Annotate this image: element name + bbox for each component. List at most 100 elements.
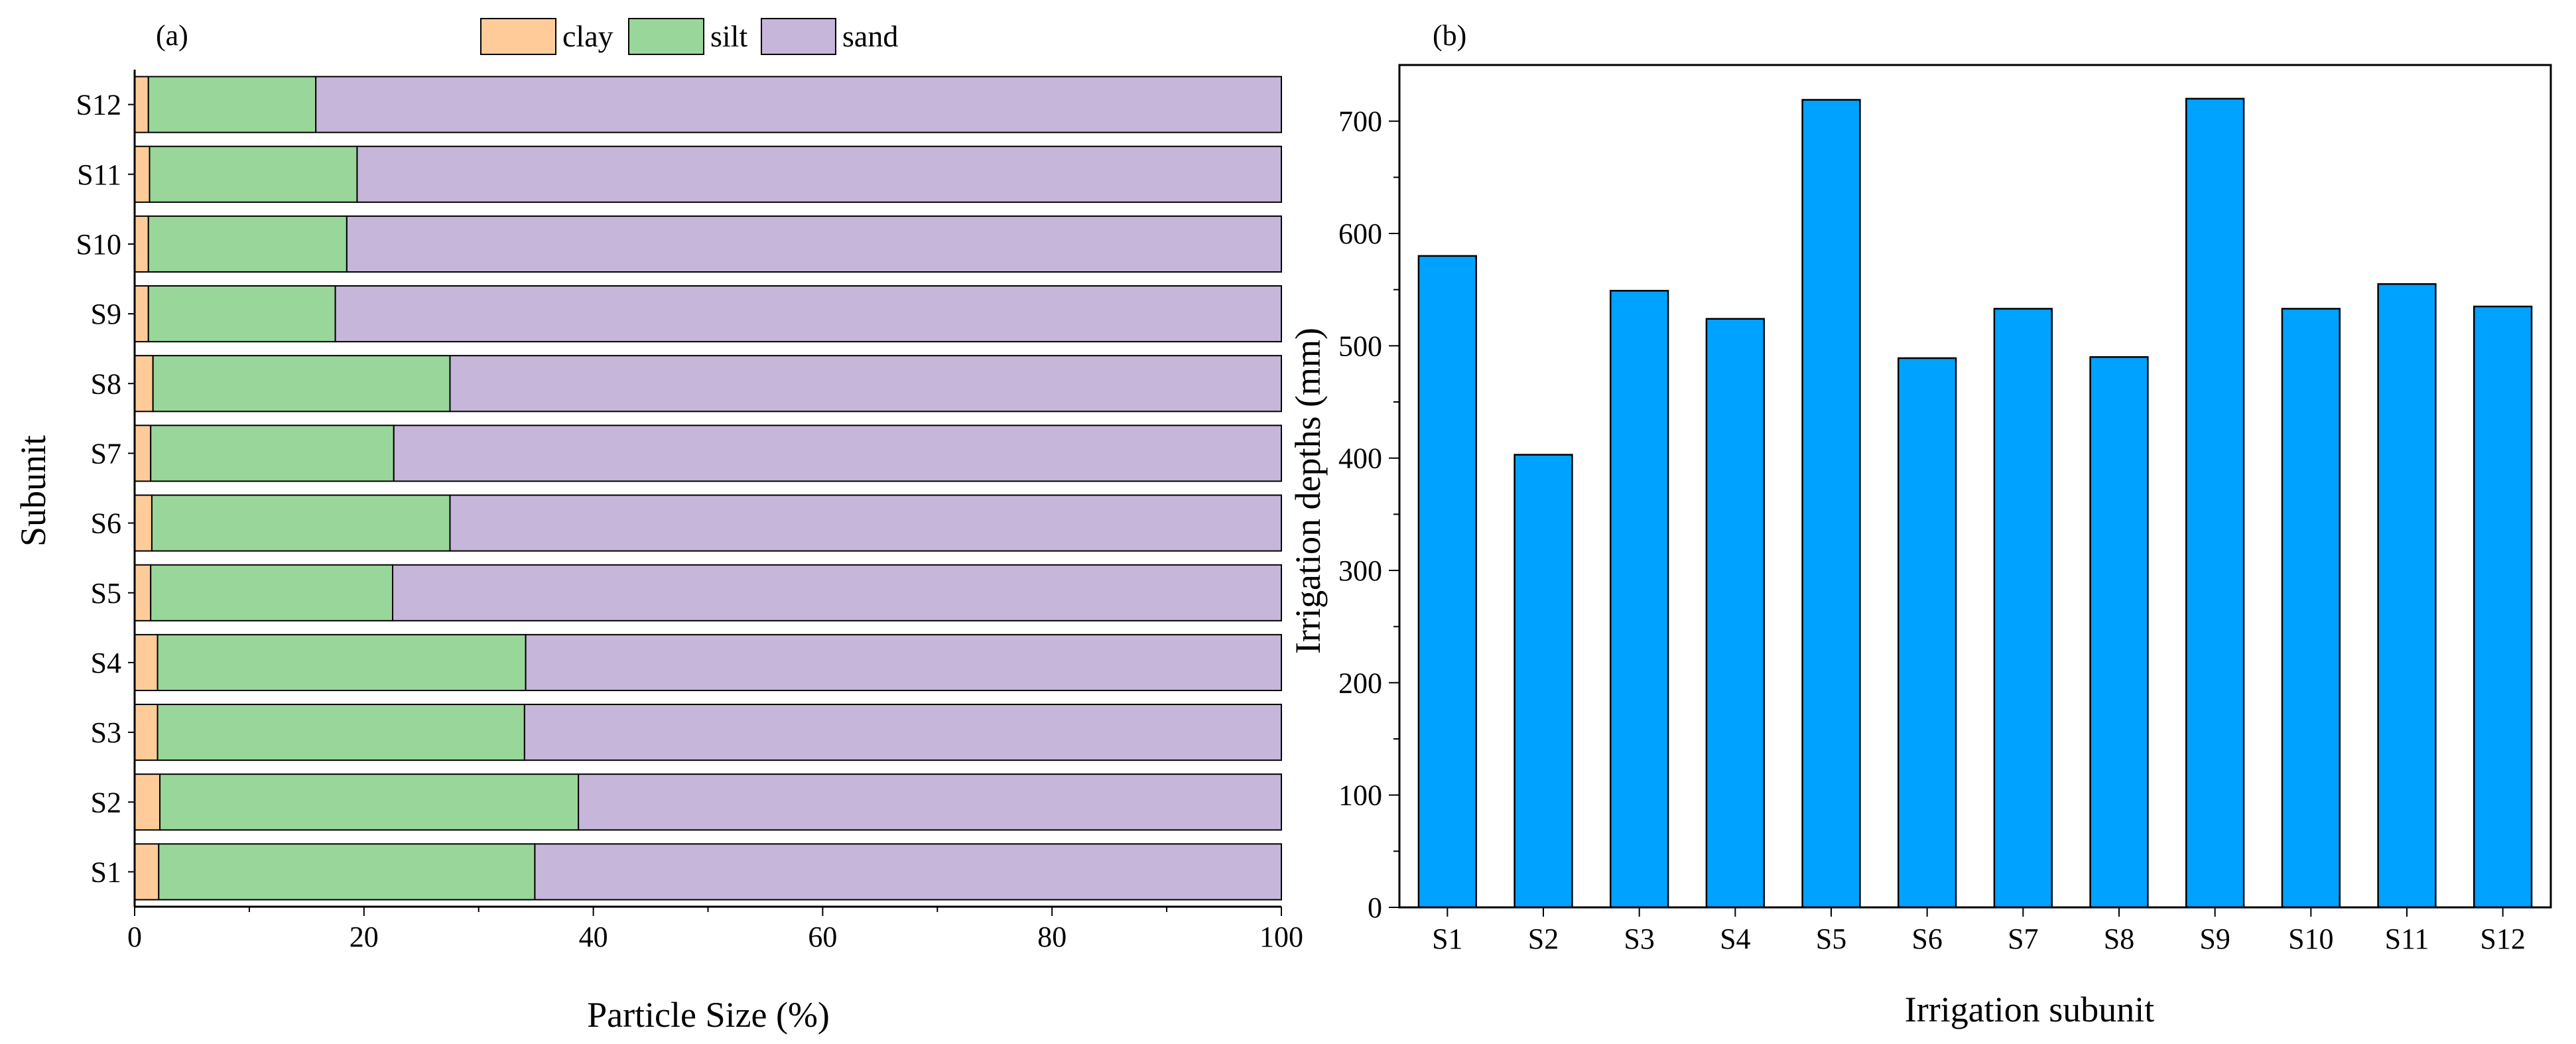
bar-sand-s9 bbox=[334, 285, 1283, 343]
panel-a-y-tick-label: S9 bbox=[91, 298, 121, 330]
bar-sand-s2 bbox=[578, 773, 1282, 831]
panel-b-x-tick-label: S4 bbox=[1720, 923, 1750, 955]
bar-s12 bbox=[2473, 305, 2533, 909]
bar-clay-s8 bbox=[134, 355, 154, 413]
panel-b-y-tick-label: 600 bbox=[1338, 218, 1382, 250]
panel-a-y-tick-label: S7 bbox=[91, 437, 121, 470]
bar-sand-s6 bbox=[449, 494, 1282, 552]
bar-silt-s5 bbox=[150, 564, 394, 621]
bar-clay-s3 bbox=[134, 704, 159, 761]
panel-a-legend: clay silt sand bbox=[480, 18, 898, 55]
panel-a-stacked-bar-chart: (a) clay silt sand S1S2S3S4S5S6S7S8S9S10S1… bbox=[13, 18, 1303, 1035]
panel-b-x-tick-label: S11 bbox=[2385, 923, 2429, 955]
panel-a-y-tick-label: S12 bbox=[76, 89, 121, 121]
bar-sand-s1 bbox=[534, 843, 1282, 901]
bar-clay-s2 bbox=[134, 773, 161, 831]
legend-swatch-sand bbox=[761, 18, 836, 55]
panel-b-y-tick-label: 300 bbox=[1338, 555, 1382, 587]
panel-a-x-tick-label: 80 bbox=[1037, 921, 1066, 953]
bar-clay-s4 bbox=[134, 633, 159, 691]
panel-b-y-axis-title: Irrigation depths (mm) bbox=[1288, 328, 1328, 654]
bar-clay-s12 bbox=[134, 76, 149, 133]
panel-b-x-tick-label: S3 bbox=[1624, 923, 1654, 955]
bar-clay-s10 bbox=[134, 215, 149, 273]
bar-clay-s1 bbox=[134, 843, 160, 901]
panel-b-bars bbox=[1417, 98, 2533, 909]
panel-b-x-tick-label: S2 bbox=[1528, 923, 1559, 955]
bar-s9 bbox=[2185, 98, 2245, 909]
bar-sand-s12 bbox=[315, 76, 1282, 133]
panel-a-y-tick-label: S10 bbox=[76, 228, 121, 261]
bar-sand-s4 bbox=[525, 633, 1282, 691]
panel-a-x-tick-label: 0 bbox=[127, 921, 142, 953]
panel-b-x-tick-label: S9 bbox=[2199, 923, 2230, 955]
panel-b-axes: S1 S2 S3 S4 S5 S6 S7 S8 S9 S10 S11 S12 0 100 200 300 400… bbox=[1338, 64, 2552, 955]
panel-b-x-tick-label: S1 bbox=[1432, 923, 1462, 955]
panel-b-y-tick-label: 100 bbox=[1338, 779, 1382, 812]
panel-b-y-tick-label: 700 bbox=[1338, 105, 1382, 138]
bar-silt-s1 bbox=[158, 843, 536, 901]
bar-s8 bbox=[2089, 356, 2149, 909]
bar-s5 bbox=[1801, 99, 1861, 909]
panel-b-x-tick-label: S10 bbox=[2288, 923, 2333, 955]
panel-a-y-tick-label: S11 bbox=[77, 159, 121, 191]
bar-silt-s8 bbox=[152, 355, 451, 413]
panel-a-axes: S1 S2 S3 S4 S5 S6 S7 S8 S9 S10 S11 S12 0 20 40 60 80 100 bbox=[76, 70, 1303, 953]
panel-b-x-tick-label: S6 bbox=[1911, 923, 1942, 955]
panel-a-x-tick-label: 40 bbox=[579, 921, 608, 953]
bar-clay-s9 bbox=[134, 285, 149, 343]
bar-s10 bbox=[2281, 308, 2341, 909]
bar-silt-s2 bbox=[159, 773, 580, 831]
bar-sand-s10 bbox=[346, 215, 1282, 273]
bar-s4 bbox=[1705, 318, 1765, 909]
bar-s1 bbox=[1417, 255, 1477, 909]
legend-label-sand: sand bbox=[842, 19, 898, 53]
panel-a-bars bbox=[134, 76, 1283, 901]
panel-a-x-tick-label: 100 bbox=[1259, 921, 1303, 953]
bar-sand-s5 bbox=[392, 564, 1282, 621]
panel-b-y-tick-label: 400 bbox=[1338, 442, 1382, 475]
bar-clay-s6 bbox=[134, 494, 153, 552]
panel-b-y-tick-label: 500 bbox=[1338, 330, 1382, 362]
bar-clay-s7 bbox=[134, 424, 152, 482]
bar-s3 bbox=[1610, 290, 1669, 909]
bar-sand-s7 bbox=[393, 424, 1282, 482]
panel-a-y-tick-label: S4 bbox=[91, 647, 121, 679]
panel-a-y-tick-label: S6 bbox=[91, 507, 121, 540]
bar-sand-s3 bbox=[523, 704, 1282, 761]
bar-silt-s3 bbox=[157, 704, 525, 761]
panel-b-x-axis-title: Irrigation subunit bbox=[1905, 990, 2154, 1029]
panel-b-bar-chart: (b) S1 S2 S3 S4 S5 S6 S7 S8 S9 S10 S11 S12 0 100 200 30… bbox=[1288, 19, 2552, 1029]
legend-label-clay: clay bbox=[562, 19, 613, 53]
panel-a-x-tick-label: 20 bbox=[350, 921, 379, 953]
bar-s6 bbox=[1898, 357, 1957, 909]
legend-swatch-clay bbox=[480, 18, 556, 55]
bar-s2 bbox=[1513, 454, 1573, 909]
bar-silt-s11 bbox=[149, 145, 358, 203]
bar-clay-s11 bbox=[134, 145, 151, 203]
panel-b-frame bbox=[1398, 64, 2552, 909]
bar-silt-s7 bbox=[150, 424, 395, 482]
bar-s7 bbox=[1993, 308, 2053, 909]
panel-b-x-tick-label: S7 bbox=[2008, 923, 2038, 955]
bar-s11 bbox=[2377, 283, 2437, 909]
panel-a-y-tick-label: S1 bbox=[91, 856, 121, 888]
bar-silt-s9 bbox=[147, 285, 336, 343]
bar-clay-s5 bbox=[134, 564, 152, 621]
bar-sand-s11 bbox=[356, 145, 1282, 203]
panel-a-x-axis-title: Particle Size (%) bbox=[587, 995, 830, 1035]
panel-b-y-tick-label: 200 bbox=[1338, 667, 1382, 699]
panel-a-y-axis-title: Subunit bbox=[13, 435, 53, 547]
legend-label-silt: silt bbox=[710, 19, 747, 53]
bar-sand-s8 bbox=[449, 355, 1282, 413]
panel-b-x-tick-label: S5 bbox=[1816, 923, 1846, 955]
panel-b-x-tick-label: S12 bbox=[2480, 923, 2525, 955]
panel-a-y-tick-label: S5 bbox=[91, 577, 121, 610]
panel-a-y-tick-label: S2 bbox=[91, 786, 121, 818]
panel-a-y-tick-label: S3 bbox=[91, 716, 121, 749]
panel-b-y-tick-label: 0 bbox=[1368, 891, 1382, 924]
panel-b-x-tick-label: S8 bbox=[2104, 923, 2134, 955]
legend-swatch-silt bbox=[628, 18, 704, 55]
panel-a-x-tick-label: 60 bbox=[808, 921, 837, 953]
panel-b-label: (b) bbox=[1433, 19, 1466, 52]
